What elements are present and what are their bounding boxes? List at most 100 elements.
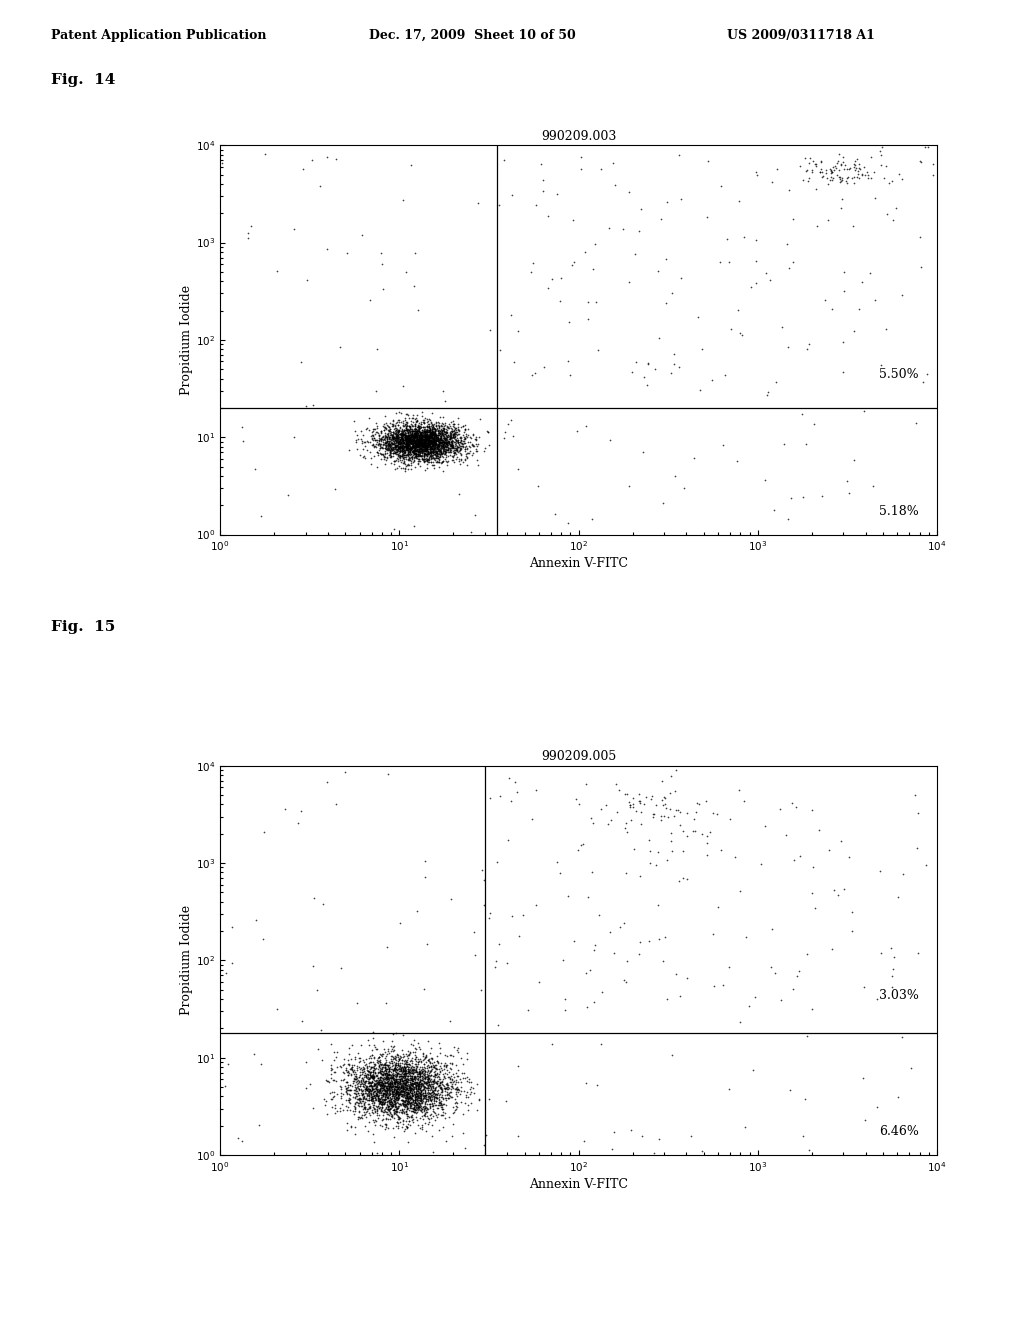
Point <box>433 1072 450 1093</box>
Point <box>395 425 412 446</box>
Point <box>384 426 400 447</box>
Point <box>467 504 483 525</box>
Point <box>415 441 431 462</box>
Point <box>544 1034 560 1055</box>
Point <box>360 1086 377 1107</box>
Point <box>374 1094 390 1115</box>
Point <box>392 440 409 461</box>
Point <box>433 428 450 449</box>
Point <box>418 421 434 442</box>
Point <box>383 1068 399 1089</box>
Point <box>403 420 420 441</box>
Point <box>401 1078 418 1100</box>
Point <box>430 434 446 455</box>
Point <box>449 1078 465 1100</box>
Point <box>400 436 417 457</box>
Point <box>376 1089 392 1110</box>
Point <box>398 418 415 440</box>
Point <box>411 1076 427 1097</box>
Point <box>601 921 617 942</box>
Point <box>411 430 427 451</box>
Point <box>408 437 424 458</box>
Point <box>401 434 418 455</box>
Point <box>325 1059 341 1080</box>
Point <box>386 1078 402 1100</box>
Point <box>409 1078 425 1100</box>
Point <box>340 1053 356 1074</box>
Point <box>365 1072 381 1093</box>
Point <box>404 421 421 442</box>
Point <box>617 813 634 834</box>
Point <box>381 1059 397 1080</box>
Point <box>418 447 434 469</box>
Point <box>415 1076 431 1097</box>
Point <box>442 424 459 445</box>
Point <box>378 1088 394 1109</box>
Point <box>352 1073 369 1094</box>
Point <box>364 1068 380 1089</box>
Point <box>387 1064 403 1085</box>
Point <box>395 437 412 458</box>
Point <box>525 252 542 273</box>
Point <box>393 1049 410 1071</box>
Point <box>396 429 413 450</box>
Point <box>912 152 929 173</box>
Point <box>425 1081 441 1102</box>
Point <box>362 1067 379 1088</box>
Point <box>361 1064 378 1085</box>
Point <box>394 436 411 457</box>
Point <box>402 429 419 450</box>
Point <box>387 1089 403 1110</box>
Point <box>444 429 461 450</box>
Point <box>407 1085 423 1106</box>
Point <box>420 1049 436 1071</box>
Point <box>386 418 402 440</box>
Point <box>420 1074 436 1096</box>
Point <box>365 1051 381 1072</box>
Point <box>432 441 449 462</box>
Point <box>359 1085 376 1106</box>
Point <box>382 422 398 444</box>
Point <box>391 438 408 459</box>
Point <box>378 1055 394 1076</box>
Point <box>417 1097 433 1118</box>
Point <box>398 1084 415 1105</box>
Point <box>385 1048 401 1069</box>
Point <box>557 989 573 1010</box>
Point <box>380 1109 396 1130</box>
Point <box>387 1080 403 1101</box>
Point <box>406 411 422 432</box>
Point <box>386 1085 402 1106</box>
Point <box>368 1085 384 1106</box>
Point <box>428 429 444 450</box>
Point <box>384 433 400 454</box>
Point <box>407 1065 423 1086</box>
Point <box>424 445 440 466</box>
Point <box>815 165 831 186</box>
Point <box>399 1097 416 1118</box>
Point <box>450 442 466 463</box>
Point <box>458 446 474 467</box>
Point <box>360 1052 377 1073</box>
Point <box>423 426 439 447</box>
Point <box>437 424 454 445</box>
Point <box>387 436 403 457</box>
Point <box>407 436 423 457</box>
Point <box>391 455 408 477</box>
Point <box>406 426 422 447</box>
Point <box>367 1088 383 1109</box>
Point <box>442 434 459 455</box>
Point <box>399 1104 416 1125</box>
Point <box>398 420 415 441</box>
Point <box>372 1092 388 1113</box>
Point <box>396 1094 413 1115</box>
Point <box>406 444 422 465</box>
Point <box>346 1104 362 1125</box>
Point <box>397 442 414 463</box>
Point <box>419 429 435 450</box>
Point <box>422 1093 438 1114</box>
Point <box>397 1074 414 1096</box>
Point <box>407 408 423 429</box>
Point <box>524 809 541 830</box>
Point <box>399 1088 416 1109</box>
